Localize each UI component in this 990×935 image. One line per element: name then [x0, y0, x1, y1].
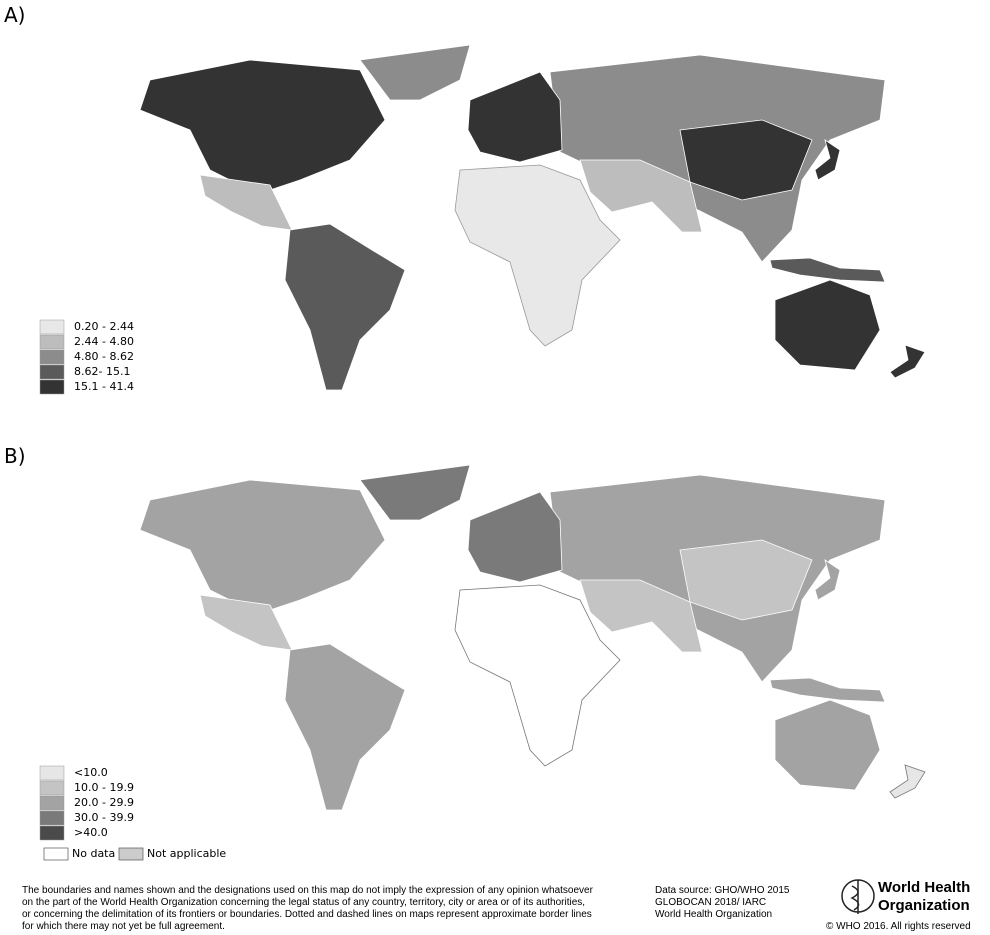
panel-label: A) — [4, 3, 25, 27]
disclaimer-line: The boundaries and names shown and the d… — [22, 885, 594, 896]
legend-swatch — [43, 847, 69, 861]
legend-label: 2.44 - 4.80 — [74, 335, 134, 348]
legend-label: 15.1 - 41.4 — [74, 380, 134, 393]
source-line: GLOBOCAN 2018/ IARC — [655, 897, 766, 908]
copyright: © WHO 2016. All rights reserved — [826, 921, 971, 932]
legend-swatch — [39, 319, 65, 335]
who-emblem — [841, 879, 875, 914]
legend-label: 10.0 - 19.9 — [74, 781, 134, 794]
legend-swatch — [39, 334, 65, 350]
legend-swatch — [39, 780, 65, 796]
legend-label: >40.0 — [74, 826, 108, 839]
legend-swatch — [39, 349, 65, 365]
logo-text: Organization — [878, 897, 970, 914]
logo-text: World Health — [878, 879, 970, 896]
legend-swatch — [39, 810, 65, 826]
legend-label: <10.0 — [74, 766, 108, 779]
disclaimer-line: for which there may not yet be full agre… — [22, 921, 225, 932]
disclaimer-line: on the part of the World Health Organiza… — [22, 897, 585, 908]
panel-label: B) — [4, 444, 26, 468]
map-a — [139, 44, 926, 391]
legend-label: Not applicable — [147, 847, 226, 860]
map-b — [139, 464, 926, 811]
legend-label: 8.62- 15.1 — [74, 365, 130, 378]
legend-swatch — [39, 795, 65, 811]
legend-label: 20.0 - 29.9 — [74, 796, 134, 809]
legend-swatch — [39, 364, 65, 380]
legend-swatch — [39, 765, 65, 781]
legend-swatch — [118, 847, 144, 861]
source-line: Data source: GHO/WHO 2015 — [655, 885, 790, 896]
legend-label: 30.0 - 39.9 — [74, 811, 134, 824]
source-line: World Health Organization — [655, 909, 772, 920]
legend-swatch — [39, 379, 65, 395]
legend-label: 4.80 - 8.62 — [74, 350, 134, 363]
disclaimer-line: or concerning the delimitation of its fr… — [22, 909, 592, 920]
legend-swatch — [39, 825, 65, 841]
legend-label: 0.20 - 2.44 — [74, 320, 134, 333]
legend-label: No data — [72, 847, 115, 860]
